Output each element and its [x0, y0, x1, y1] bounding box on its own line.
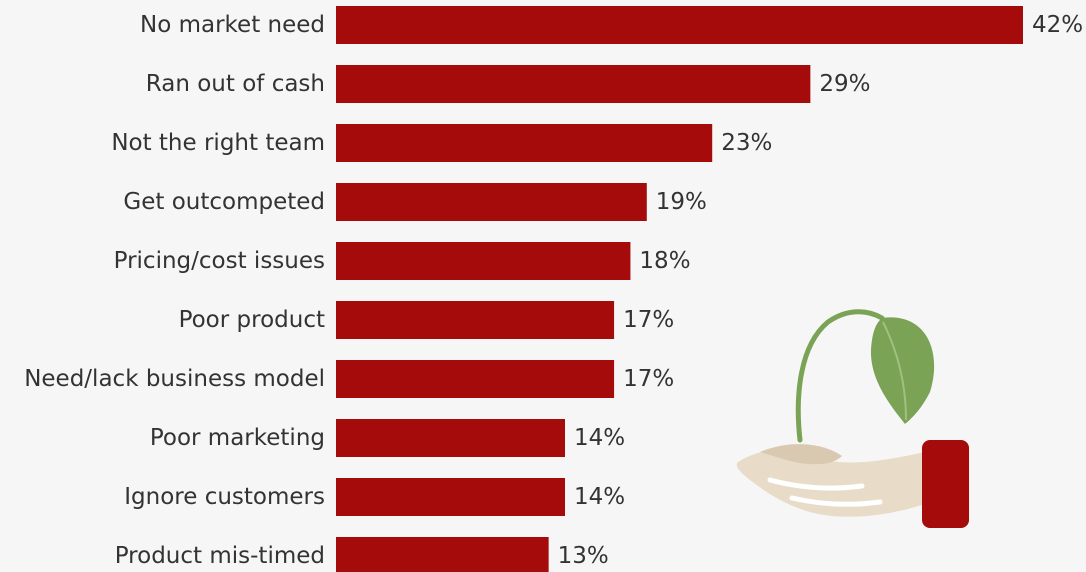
category-label: Not the right team [111, 130, 325, 156]
category-label: Poor marketing [150, 425, 325, 451]
bar [336, 183, 647, 221]
bar [336, 301, 615, 339]
bar [336, 360, 615, 398]
value-label: 23% [721, 130, 772, 156]
value-label: 42% [1032, 12, 1083, 38]
bar [336, 65, 811, 103]
bar [336, 537, 549, 572]
bar [336, 419, 565, 457]
bar [336, 478, 565, 516]
category-label: Pricing/cost issues [114, 248, 325, 274]
value-label: 13% [558, 543, 609, 569]
bars-layer: No market need 42% Ran out of cash 29% Not t… [24, 6, 1083, 572]
category-label: Ran out of cash [146, 71, 325, 97]
bar [336, 124, 713, 162]
category-label: Need/lack business model [24, 366, 325, 392]
value-label: 19% [656, 189, 707, 215]
bar [336, 242, 631, 280]
value-label: 17% [623, 307, 674, 333]
category-label: Ignore customers [124, 484, 325, 510]
value-label: 18% [639, 248, 690, 274]
category-label: Poor product [179, 307, 325, 333]
category-label: Product mis-timed [115, 543, 325, 569]
hand-holding-sprout-icon [736, 309, 969, 528]
bar [336, 6, 1023, 44]
category-label: No market need [140, 12, 325, 38]
category-label: Get outcompeted [123, 189, 325, 215]
value-label: 29% [819, 71, 870, 97]
value-label: 14% [574, 425, 625, 451]
value-label: 17% [623, 366, 674, 392]
value-label: 14% [574, 484, 625, 510]
